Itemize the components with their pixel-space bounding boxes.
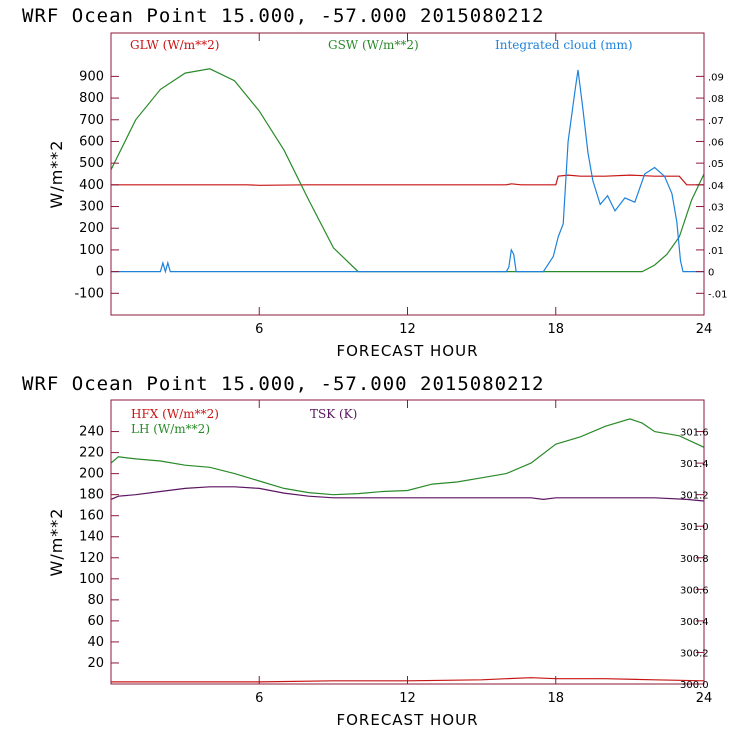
legend-entry: GLW (W/m**2)	[130, 38, 219, 52]
y-tick-label: 240	[79, 425, 104, 440]
x-tick-label: 6	[255, 691, 263, 706]
y-tick-label: 60	[87, 614, 104, 629]
y2-tick-label: 0	[708, 268, 714, 279]
y-tick-label: 100	[79, 572, 104, 587]
y-tick-label: 100	[79, 243, 104, 258]
y2-tick-label: .01	[708, 246, 724, 257]
y2-tick-label: .06	[708, 137, 724, 148]
x-tick-label: 18	[547, 691, 564, 706]
x-tick-label: 18	[547, 322, 564, 337]
series-line-1	[111, 174, 704, 186]
y-axis-label: W/m**2	[47, 508, 66, 577]
legend-entry: TSK (K)	[310, 407, 357, 421]
y2-tick-label: 300.4	[680, 617, 709, 628]
y-tick-label: 800	[79, 91, 104, 106]
chart-panel-1: WRF Ocean Point 15.000, -57.000 20150802…	[22, 5, 728, 360]
plot-frame	[110, 32, 705, 316]
y2-tick-label: 300.0	[680, 680, 709, 691]
y2-tick-label: 300.8	[680, 554, 709, 565]
legend-entry: Integrated cloud (mm)	[495, 38, 633, 52]
y2-tick-label: .04	[708, 181, 724, 192]
y2-tick-label: 301.4	[680, 459, 709, 470]
y-tick-label: 400	[79, 178, 104, 193]
x-axis-label: FORECAST HOUR	[336, 342, 478, 360]
y2-tick-label: .07	[708, 116, 724, 127]
y2-tick-label: 300.6	[680, 585, 709, 596]
series-line-3	[111, 486, 704, 502]
y2-tick-label: .08	[708, 94, 724, 105]
x-axis-label: FORECAST HOUR	[336, 711, 478, 729]
y-tick-label: 220	[79, 446, 104, 461]
y-tick-label: -100	[74, 286, 104, 301]
y2-tick-label: .02	[708, 224, 724, 235]
chart-title: WRF Ocean Point 15.000, -57.000 20150802…	[22, 5, 544, 27]
y-tick-label: 160	[79, 509, 104, 524]
x-tick-label: 6	[255, 322, 263, 337]
y2-tick-label: 300.2	[680, 648, 709, 659]
y-tick-label: 0	[96, 265, 104, 280]
y2-tick-label: 301.0	[680, 522, 709, 533]
y2-tick-label: 301.2	[680, 491, 709, 502]
y-tick-label: 900	[79, 69, 104, 84]
y-tick-label: 120	[79, 551, 104, 566]
x-tick-label: 12	[399, 322, 416, 337]
y-tick-label: 300	[79, 200, 104, 215]
y-tick-label: 80	[87, 593, 104, 608]
y-tick-label: 180	[79, 488, 104, 503]
y-tick-label: 200	[79, 221, 104, 236]
y-tick-label: 600	[79, 134, 104, 149]
y2-tick-label: .09	[708, 72, 724, 83]
y2-tick-label: .03	[708, 203, 724, 214]
legend-entry: HFX (W/m**2)	[131, 407, 219, 421]
y-tick-label: 700	[79, 113, 104, 128]
plot-frame	[110, 399, 705, 685]
legend-entry: GSW (W/m**2)	[328, 38, 419, 52]
series-line-3	[111, 69, 704, 274]
x-tick-label: 24	[696, 322, 713, 337]
chart-title: WRF Ocean Point 15.000, -57.000 20150802…	[22, 373, 544, 395]
x-tick-label: 12	[399, 691, 416, 706]
y-tick-label: 500	[79, 156, 104, 171]
y-tick-label: 200	[79, 467, 104, 482]
y2-tick-label: 301.6	[680, 428, 709, 439]
y-tick-label: 40	[87, 635, 104, 650]
series-line-2	[111, 418, 704, 496]
y2-tick-label: .05	[708, 159, 724, 170]
y2-tick-label: -.01	[708, 289, 728, 300]
y-tick-label: 20	[87, 656, 104, 671]
x-tick-label: 24	[696, 691, 713, 706]
y-tick-label: 140	[79, 530, 104, 545]
legend-entry: LH (W/m**2)	[131, 422, 210, 436]
series-line-2	[111, 68, 704, 273]
chart-panel-2: WRF Ocean Point 15.000, -57.000 20150802…	[22, 373, 712, 729]
y-axis-label: W/m**2	[47, 140, 66, 209]
series-line-1	[111, 677, 704, 683]
